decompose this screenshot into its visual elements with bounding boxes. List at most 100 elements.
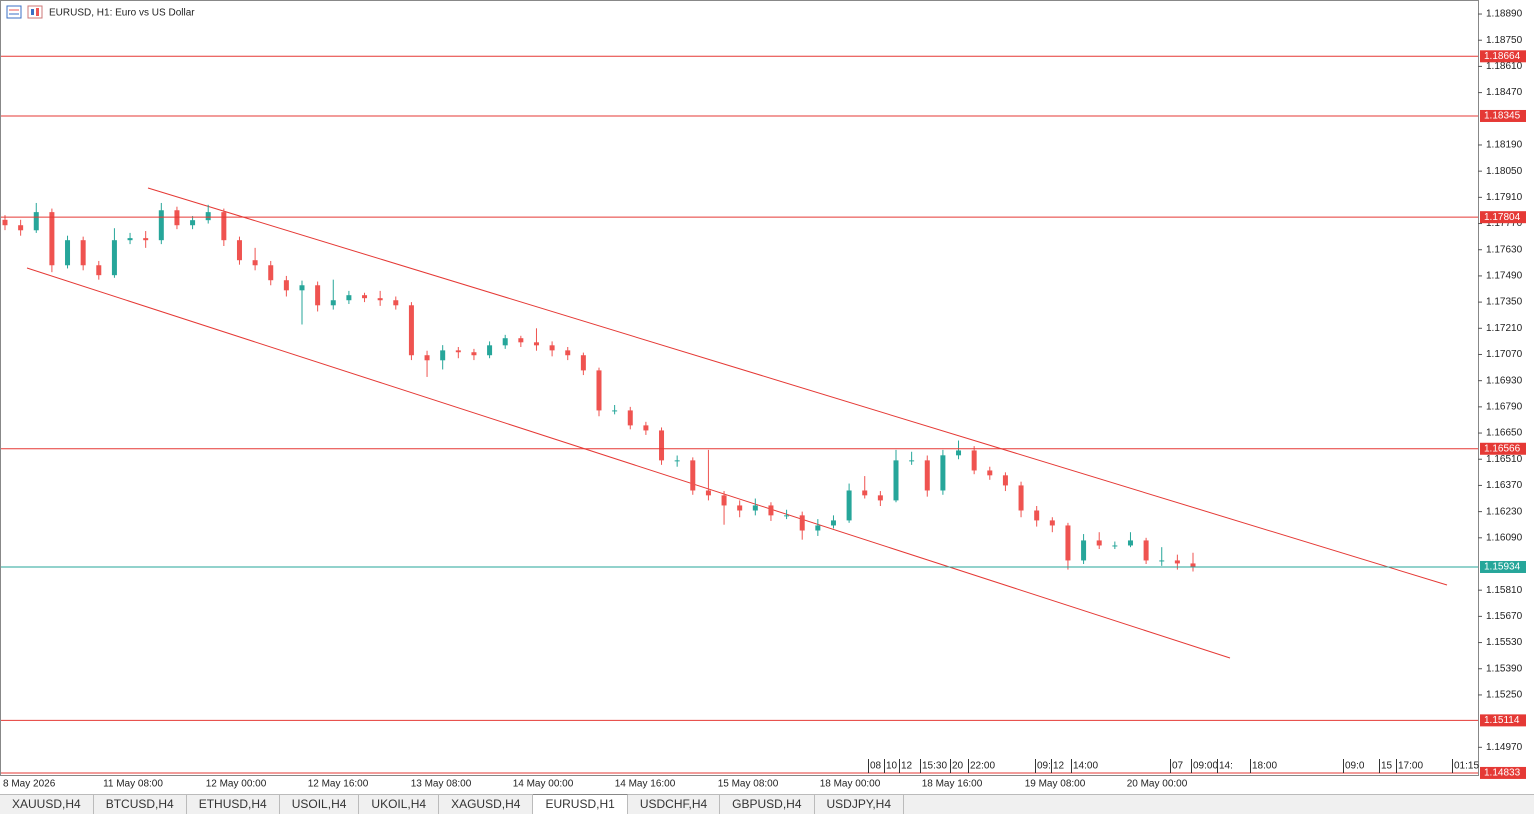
x-tick-label: 14 May 16:00 <box>615 779 676 790</box>
x-tick-label: 15 May 08:00 <box>718 779 779 790</box>
toolbar-icons <box>6 5 43 19</box>
candle-body <box>612 410 618 412</box>
candle-body <box>752 505 758 511</box>
time-marker: 14:00 <box>1073 761 1098 772</box>
price-level-label: 1.14833 <box>1484 768 1521 779</box>
candle-body <box>455 350 461 353</box>
candle-body <box>830 520 836 526</box>
candle-body <box>799 515 805 531</box>
time-marker-box <box>1035 759 1036 773</box>
candle-body <box>1065 525 1071 561</box>
tab-bar: XAUUSD,H4 BTCUSD,H4 ETHUSD,H4 USOIL,H4 UKOIL… <box>0 794 1534 814</box>
time-marker-box <box>884 759 885 773</box>
candle-body <box>362 295 368 299</box>
candle-body <box>862 490 868 496</box>
candle-body <box>346 295 352 301</box>
candle-body <box>1049 520 1055 526</box>
time-marker-box <box>1452 759 1453 773</box>
time-marker-box <box>899 759 900 773</box>
y-tick-label: 1.18190 <box>1486 140 1523 151</box>
candle-body <box>408 305 414 356</box>
y-tick-label: 1.16230 <box>1486 506 1523 517</box>
plot-area <box>0 0 1479 776</box>
time-marker: 18:00 <box>1252 761 1277 772</box>
symbol-tab[interactable]: USDCHF,H4 <box>628 795 721 814</box>
candle-body <box>674 460 680 462</box>
candle-body <box>940 455 946 491</box>
candle-body <box>502 338 508 346</box>
candle-body <box>330 300 336 306</box>
candle-body <box>1034 510 1040 521</box>
candle-body <box>784 515 790 517</box>
y-tick-label: 1.15810 <box>1486 585 1523 596</box>
candle-body <box>80 240 86 266</box>
y-tick-label: 1.15530 <box>1486 637 1523 648</box>
y-tick-label: 1.16650 <box>1486 428 1523 439</box>
candle-body <box>283 280 289 291</box>
y-tick-label: 1.17910 <box>1486 192 1523 203</box>
candle-body <box>158 210 164 241</box>
time-marker-box <box>1343 759 1344 773</box>
x-tick-label: 12 May 16:00 <box>308 779 369 790</box>
candle-body <box>440 350 446 361</box>
symbol-tab[interactable]: USDJPY,H4 <box>815 795 904 814</box>
candle-body <box>18 225 24 231</box>
candle-body <box>127 238 133 241</box>
symbol-tab[interactable]: EURUSD,H1 <box>533 794 628 814</box>
symbol-tab[interactable]: BTCUSD,H4 <box>94 795 187 814</box>
time-marker-box <box>868 759 869 773</box>
time-marker: 09:00 <box>1193 761 1218 772</box>
symbol-tab[interactable]: GBPUSD,H4 <box>720 795 815 814</box>
y-tick-label: 1.16930 <box>1486 375 1523 386</box>
symbol-tab[interactable]: XAUUSD,H4 <box>0 795 94 814</box>
time-marker: 09:0 <box>1345 761 1365 772</box>
channel-upper <box>147 187 1448 586</box>
candle-body <box>1143 540 1149 561</box>
x-tick-label: 11 May 08:00 <box>103 779 163 790</box>
y-tick-label: 1.17350 <box>1486 297 1523 308</box>
time-marker: 15:30 <box>922 761 947 772</box>
symbol-tab[interactable]: USOIL,H4 <box>280 795 360 814</box>
channel-lower <box>26 267 1231 659</box>
price-level-tag <box>1480 50 1526 63</box>
time-marker-box <box>1379 759 1380 773</box>
price-level-tag <box>1480 109 1526 122</box>
x-tick-label: 14 May 00:00 <box>513 779 574 790</box>
time-marker: 12 <box>901 761 913 772</box>
price-level-label: 1.17804 <box>1484 212 1521 223</box>
time-marker: 12 <box>1053 761 1065 772</box>
candle-body <box>1112 545 1118 547</box>
candle-body <box>721 495 727 506</box>
price-level-tag <box>1480 211 1526 224</box>
time-marker: 09: <box>1037 761 1051 772</box>
time-marker: 08 <box>870 761 882 772</box>
y-tick-label: 1.18750 <box>1486 35 1523 46</box>
candle-body <box>236 240 242 261</box>
x-tick-label: 19 May 08:00 <box>1025 779 1086 790</box>
time-marker-box <box>920 759 921 773</box>
time-marker-box <box>1051 759 1052 773</box>
candle-body <box>846 490 852 521</box>
candle-body <box>643 425 649 431</box>
candle-body <box>893 460 899 501</box>
candle-body <box>96 265 102 276</box>
x-tick-label: 18 May 16:00 <box>922 779 983 790</box>
candle-body <box>1018 485 1024 511</box>
candle-body <box>205 212 211 221</box>
time-marker-box <box>1396 759 1397 773</box>
time-marker: 14: <box>1219 761 1233 772</box>
price-level-label: 1.15114 <box>1484 715 1520 726</box>
symbol-tab[interactable]: UKOIL,H4 <box>359 795 440 814</box>
symbol-tab[interactable]: ETHUSD,H4 <box>187 795 280 814</box>
time-marker: 07 <box>1172 761 1184 772</box>
candle-body <box>174 210 180 226</box>
time-marker: 17:00 <box>1398 761 1423 772</box>
y-tick-label: 1.15670 <box>1486 611 1523 622</box>
candle-body <box>143 238 149 241</box>
candle-body <box>111 240 117 276</box>
y-tick-label: 1.16370 <box>1486 480 1523 491</box>
candle-body <box>377 298 383 301</box>
symbol-tab[interactable]: XAGUSD,H4 <box>439 795 534 814</box>
candle-body <box>987 470 993 476</box>
y-tick-label: 1.18470 <box>1486 87 1523 98</box>
